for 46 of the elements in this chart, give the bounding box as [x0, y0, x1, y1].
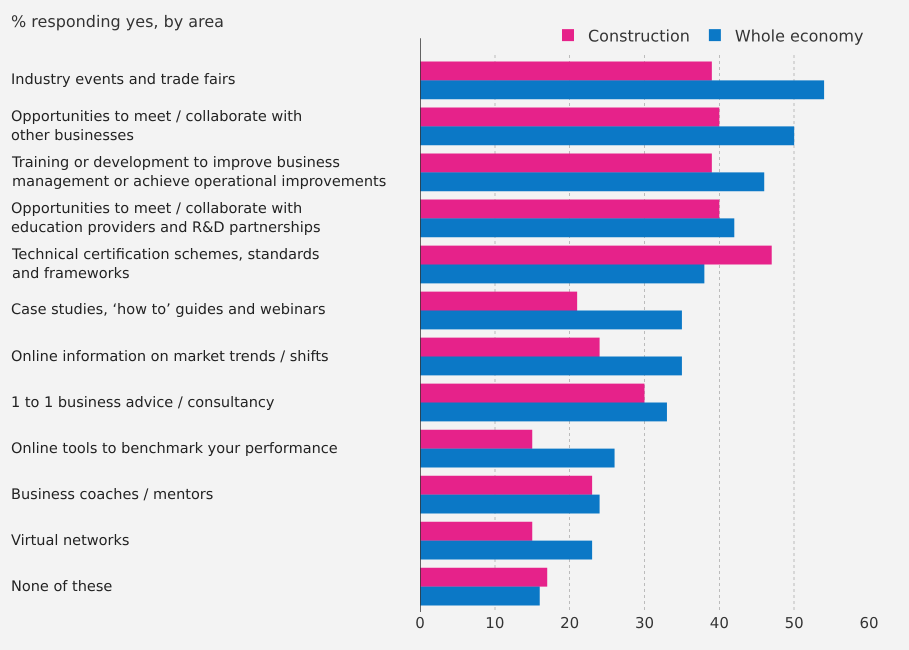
x-tick-label: 60: [859, 614, 879, 632]
x-tick-label: 20: [560, 614, 580, 632]
bar: [420, 126, 794, 146]
bar: [420, 540, 592, 560]
bar: [420, 586, 540, 606]
y-tick-label: Business coaches / mentors: [11, 487, 214, 503]
bar: [420, 200, 720, 218]
x-tick-label: 50: [784, 614, 804, 632]
legend-label: Construction: [588, 26, 690, 46]
bar: [420, 430, 532, 449]
y-tick-label: Virtual networks: [11, 533, 130, 549]
bar: [420, 476, 592, 495]
bar: [420, 384, 644, 403]
bar: [420, 172, 764, 192]
y-tick-label: 1 to 1 business advice / consultancy: [11, 395, 275, 411]
y-tick-label: Online tools to benchmark your performance: [11, 441, 338, 457]
x-tick-label: 10: [485, 614, 504, 632]
text: % responding yes, by area: [11, 12, 224, 31]
bar: [420, 568, 548, 587]
bar: [420, 246, 772, 264]
x-tick-label: 40: [710, 614, 729, 632]
y-tick-label: Training or development to improve business management or achieve operational improvements: [11, 155, 386, 190]
y-tick-label: Online information on market trends / shifts: [11, 349, 329, 365]
bar: [420, 107, 720, 126]
bar: [420, 292, 578, 310]
bar: [420, 522, 532, 541]
bar: [420, 448, 615, 468]
y-tick-label: Technical certification schemes, standards and frameworks: [11, 247, 320, 282]
y-tick-label: Case studies, ‘how to’ guides and webinars: [11, 302, 326, 318]
x-tick-label: 0: [415, 614, 425, 632]
bar: [420, 356, 682, 376]
bar: [420, 264, 704, 284]
bar: [420, 402, 667, 422]
y-tick-label: Opportunities to meet / collaborate with other businesses: [11, 109, 302, 144]
bar: [420, 310, 682, 330]
legend-label: Whole economy: [734, 26, 864, 46]
bar: [420, 218, 734, 238]
bar: [420, 80, 824, 100]
y-tick-label: None of these: [11, 579, 112, 595]
bar: [420, 61, 712, 80]
bar: [420, 338, 600, 357]
y-tick-label: Industry events and trade fairs: [11, 72, 236, 88]
bar: [420, 494, 600, 514]
bar: [420, 154, 712, 172]
y-tick-label: Opportunities to meet / collaborate with education providers and R&D partnerships: [11, 201, 321, 236]
x-tick-label: 30: [634, 614, 654, 632]
